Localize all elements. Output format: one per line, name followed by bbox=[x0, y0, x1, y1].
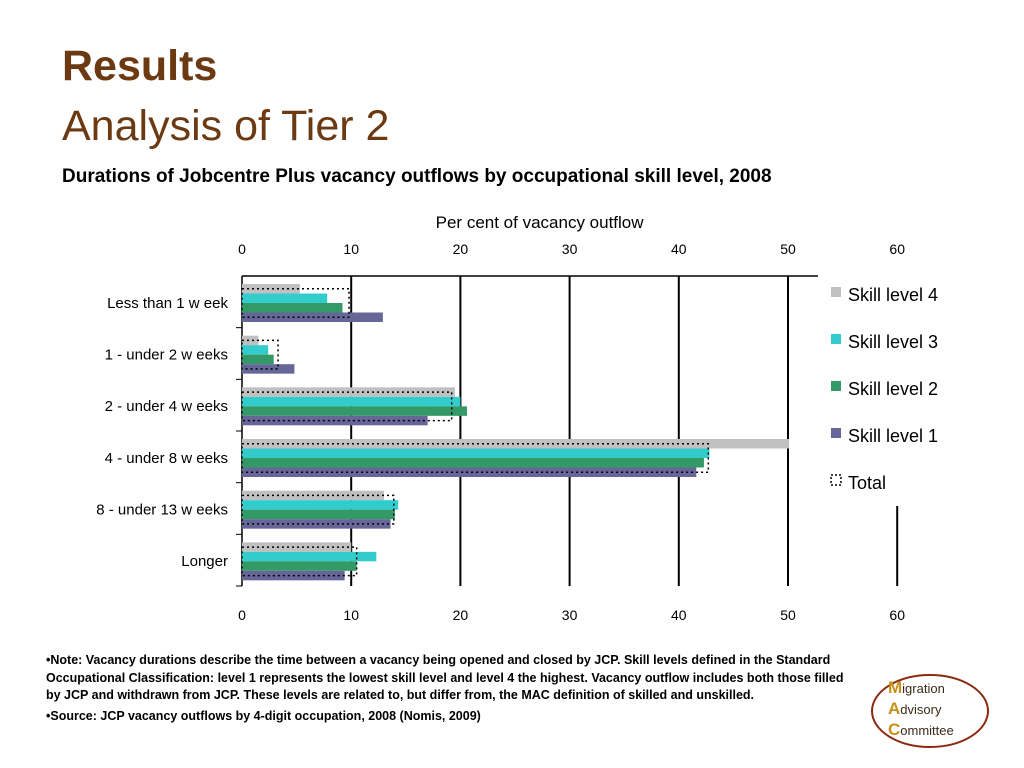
legend-label: Skill level 3 bbox=[848, 332, 938, 352]
bar-skill-level-2 bbox=[242, 354, 274, 365]
bar-skill-level-1 bbox=[242, 467, 697, 477]
logo-line-2: Advisory bbox=[888, 699, 942, 718]
legend-label: Skill level 1 bbox=[848, 426, 938, 446]
slide-subtitle: Analysis of Tier 2 bbox=[62, 102, 390, 150]
bar-skill-level-3 bbox=[242, 448, 710, 458]
tick-label-bottom: 60 bbox=[889, 607, 905, 623]
category-label: 2 - under 4 w eeks bbox=[105, 398, 228, 415]
category-label: 4 - under 8 w eeks bbox=[105, 450, 228, 467]
legend-swatch-total bbox=[830, 474, 842, 486]
bar-skill-level-2 bbox=[242, 509, 395, 520]
source-text: •Source: JCP vacancy outflows by 4-digit… bbox=[46, 708, 481, 723]
tick-label-top: 40 bbox=[671, 241, 687, 257]
tick-label-top: 20 bbox=[453, 241, 469, 257]
bar-skill-level-4 bbox=[242, 284, 300, 294]
bar-skill-level-3 bbox=[242, 551, 377, 562]
bar-skill-level-1 bbox=[242, 519, 391, 529]
bar-skill-level-4 bbox=[242, 439, 790, 449]
notes-section: •Note: Vacancy durations describe the ti… bbox=[46, 652, 858, 728]
bar-skill-level-4 bbox=[242, 335, 259, 346]
bar-total bbox=[241, 494, 395, 525]
bar-skill-level-1 bbox=[242, 364, 295, 374]
bar-total bbox=[241, 288, 350, 318]
bar-total bbox=[241, 339, 279, 370]
bar-skill-level-3 bbox=[242, 293, 328, 303]
legend-swatch bbox=[831, 287, 841, 297]
tick-label-top: 30 bbox=[562, 241, 578, 257]
tick-label-bottom: 20 bbox=[453, 607, 469, 623]
bar-total bbox=[241, 546, 358, 577]
tick-label-bottom: 40 bbox=[671, 607, 687, 623]
mac-logo: Migration Advisory Committee bbox=[868, 672, 992, 750]
bar-skill-level-2 bbox=[242, 406, 467, 416]
bar-skill-level-2 bbox=[242, 303, 343, 313]
logo-line-1: Migration bbox=[888, 678, 945, 697]
note-text: •Note: Vacancy durations describe the ti… bbox=[46, 653, 844, 702]
category-label: Longer bbox=[181, 553, 228, 570]
logo-line-3: Committee bbox=[888, 720, 954, 739]
bar-skill-level-2 bbox=[242, 561, 357, 571]
bar-skill-level-3 bbox=[242, 500, 399, 510]
tick-label-top: 0 bbox=[238, 241, 246, 257]
tick-label-bottom: 30 bbox=[562, 607, 578, 623]
logo-ellipse bbox=[871, 674, 989, 748]
category-label: 8 - under 13 w eeks bbox=[96, 502, 228, 519]
bar-skill-level-3 bbox=[242, 396, 461, 407]
category-label: 1 - under 2 w eeks bbox=[105, 347, 228, 364]
legend-swatch bbox=[831, 428, 841, 438]
tick-label-top: 50 bbox=[780, 241, 796, 257]
bar-skill-level-3 bbox=[242, 345, 269, 355]
x-axis-label: Per cent of vacancy outflow bbox=[436, 213, 645, 232]
tick-label-bottom: 10 bbox=[343, 607, 359, 623]
legend-swatch bbox=[831, 381, 841, 391]
bar-total bbox=[241, 443, 710, 473]
tick-label-bottom: 0 bbox=[238, 607, 246, 623]
legend-label: Skill level 4 bbox=[848, 285, 938, 305]
slide-title: Results bbox=[62, 42, 218, 90]
bar-skill-level-4 bbox=[242, 542, 352, 552]
tick-label-top: 10 bbox=[343, 241, 359, 257]
bar-chart: Per cent of vacancy outflow 0 0 10 10 20 20 30 3… bbox=[96, 213, 938, 623]
legend-swatch bbox=[831, 334, 841, 344]
tick-label-top: 60 bbox=[889, 241, 905, 257]
category-label: Less than 1 w eek bbox=[107, 295, 228, 312]
chart-heading: Durations of Jobcentre Plus vacancy outf… bbox=[62, 166, 772, 187]
bar-skill-level-1 bbox=[242, 312, 383, 322]
tick-label-bottom: 50 bbox=[780, 607, 796, 623]
bar-skill-level-2 bbox=[242, 458, 704, 468]
legend-label: Total bbox=[848, 473, 886, 493]
legend-label: Skill level 2 bbox=[848, 379, 938, 399]
